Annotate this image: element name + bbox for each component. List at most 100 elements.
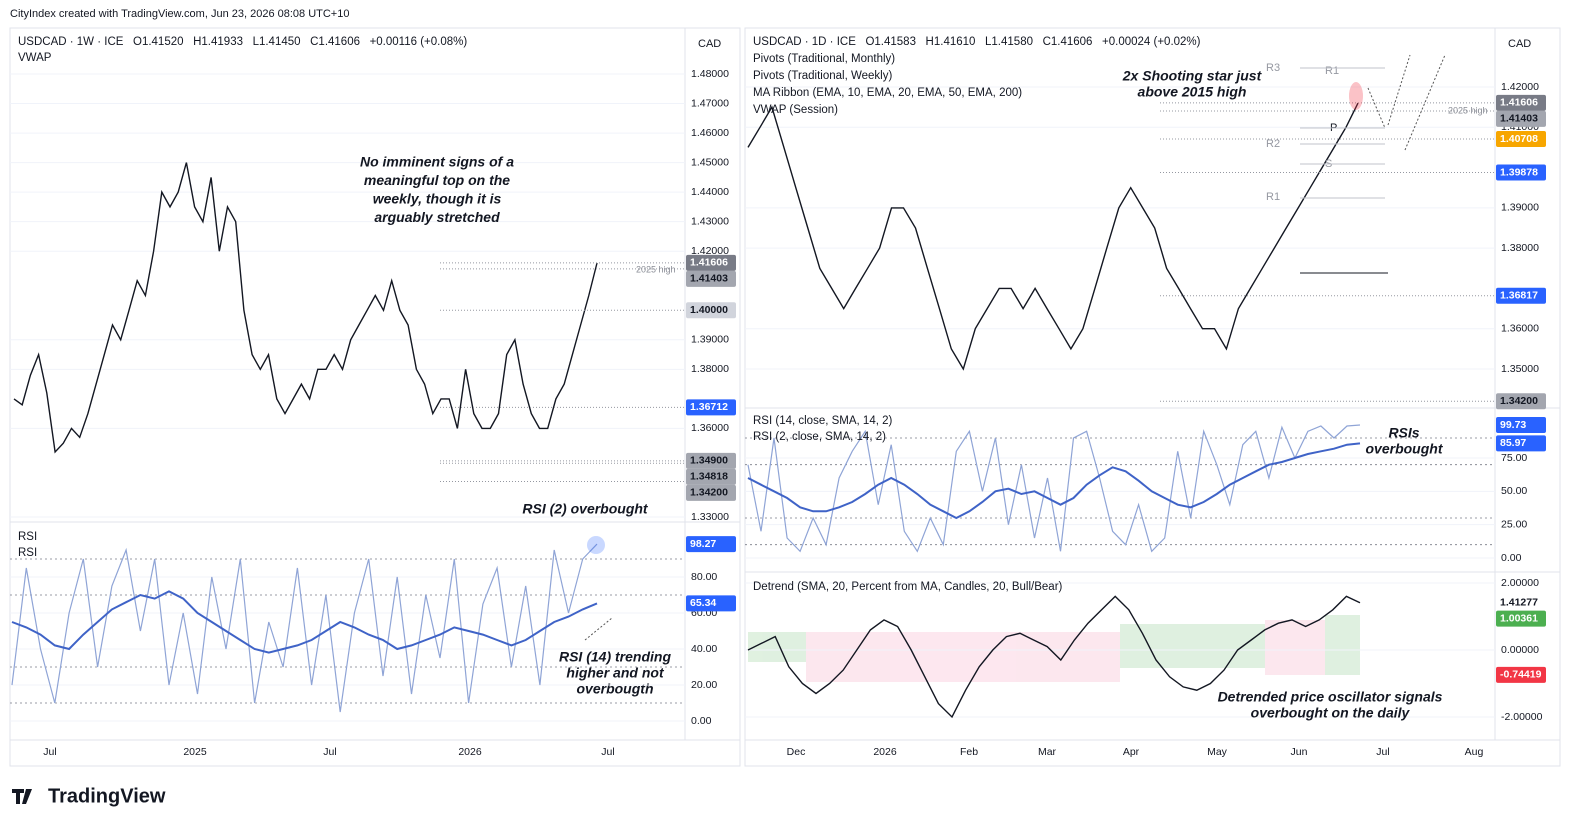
x-tick-label: Jul xyxy=(1376,746,1389,758)
y-tick-label: 1.33000 xyxy=(691,511,729,523)
price-label-box xyxy=(686,468,736,485)
price-label: 1.36712 xyxy=(690,401,728,413)
y-tick-label: 50.00 xyxy=(1501,485,1527,497)
zone xyxy=(1325,615,1360,675)
price-label: 98.27 xyxy=(690,538,716,550)
price-label-box xyxy=(686,302,736,319)
price-label: 1.41606 xyxy=(690,257,728,269)
y-tick-label: 1.36000 xyxy=(1501,322,1539,334)
pivot-label: R3 xyxy=(1266,62,1280,74)
annotation: Detrended price oscillator signals xyxy=(1218,689,1443,705)
x-tick-label: Feb xyxy=(960,746,978,758)
y-tick-label: 1.38000 xyxy=(691,363,729,375)
price-label: 85.97 xyxy=(1500,437,1526,449)
x-tick-label: Aug xyxy=(1465,746,1484,758)
price-label-box xyxy=(1496,287,1546,304)
price-label-box xyxy=(686,595,736,612)
price-label-box xyxy=(686,536,736,553)
y-tick-label: 0.00 xyxy=(1501,552,1522,564)
y-tick-label: 1.35000 xyxy=(1501,363,1539,375)
x-tick-label: Dec xyxy=(787,746,806,758)
rsi2-line xyxy=(11,543,598,713)
legend: Pivots (Traditional, Monthly) xyxy=(753,53,895,65)
y-tick-label: 1.42000 xyxy=(691,245,729,257)
y-tick-label: 25.00 xyxy=(1501,518,1527,530)
pivot-label: R1 xyxy=(1325,65,1339,77)
price-line xyxy=(13,162,598,454)
currency: CAD xyxy=(698,38,721,50)
highlight xyxy=(1349,82,1363,110)
arrow xyxy=(1367,54,1446,151)
price-label: 1.39878 xyxy=(1500,166,1538,178)
x-tick-label: Mar xyxy=(1038,746,1057,758)
annotation: RSI (14) trending xyxy=(559,649,671,665)
legend: RSI (2, close, SMA, 14, 2) xyxy=(753,431,886,443)
rsi14-line xyxy=(747,442,1361,520)
legend: USDCAD · 1D · ICE O1.41583 H1.41610 L1.4… xyxy=(753,36,1201,48)
annotation: higher and not xyxy=(566,665,665,681)
credit: CityIndex created with TradingView.com, … xyxy=(10,8,349,20)
y-tick-label: 1.47000 xyxy=(691,97,729,109)
detrend-line xyxy=(747,595,1361,719)
y-tick-label: -2.00000 xyxy=(1501,711,1543,723)
annotation: overbought xyxy=(1366,441,1444,457)
legend: MA Ribbon (EMA, 10, EMA, 20, EMA, 50, EM… xyxy=(753,87,1022,99)
x-tick-label: 2025 xyxy=(183,746,207,758)
pivot-label: R1 xyxy=(1266,191,1280,203)
price-label: 1.41403 xyxy=(690,273,728,285)
left-panel xyxy=(9,27,741,767)
y-tick-label: 1.39000 xyxy=(1501,202,1539,214)
zone xyxy=(806,632,1120,682)
price-label-box xyxy=(686,270,736,287)
x-tick-label: Jul xyxy=(43,746,56,758)
y-tick-label: 0.00 xyxy=(691,715,712,727)
legend: RSI xyxy=(18,531,37,543)
annotation: overbougth xyxy=(577,681,654,697)
brand: TradingView xyxy=(48,785,166,807)
legend: VWAP (Session) xyxy=(753,104,838,116)
annotation: RSI (2) overbought xyxy=(522,501,649,517)
price-label: -0.74419 xyxy=(1500,669,1542,681)
y-tick-label: 80.00 xyxy=(691,571,717,583)
legend: Detrend (SMA, 20, Percent from MA, Candl… xyxy=(753,581,1063,593)
price-label: 99.73 xyxy=(1500,419,1526,431)
y-tick-label: 0.00000 xyxy=(1501,644,1539,656)
price-label-box xyxy=(1496,393,1546,410)
arrow xyxy=(584,617,613,641)
y-tick-label: 1.41000 xyxy=(1501,121,1539,133)
price-label: 1.41403 xyxy=(1500,113,1538,125)
pivot-label: R2 xyxy=(1266,138,1280,150)
price-label-box xyxy=(1496,610,1546,627)
y-tick-label: 1.46000 xyxy=(691,127,729,139)
rsi2-line xyxy=(747,424,1361,553)
y-tick-label: 1.44000 xyxy=(691,186,729,198)
tv-logo xyxy=(12,789,32,804)
x-tick-label: Apr xyxy=(1123,746,1140,758)
x-tick-label: Jun xyxy=(1291,746,1308,758)
price-label: 1.41606 xyxy=(1500,97,1538,109)
legend: VWAP xyxy=(18,52,52,64)
y-tick-label: 1.36000 xyxy=(691,422,729,434)
y-tick-label: 1.45000 xyxy=(691,156,729,168)
annotation: overbought on the daily xyxy=(1251,705,1411,721)
rsi14-line xyxy=(11,590,598,654)
price-label: 1.40708 xyxy=(1500,133,1538,145)
y-tick-label: 1.43000 xyxy=(691,215,729,227)
price-label-box xyxy=(1496,110,1546,127)
y-tick-label: 40.00 xyxy=(691,643,717,655)
annotation: arguably stretched xyxy=(374,209,500,225)
price-label-box xyxy=(1496,94,1546,111)
legend: RSI xyxy=(18,547,37,559)
price-label-box xyxy=(1496,164,1546,181)
price-label: 1.41277 xyxy=(1500,596,1538,608)
x-tick-label: May xyxy=(1207,746,1228,758)
x-tick-label: 2026 xyxy=(873,746,897,758)
zone xyxy=(1120,624,1265,668)
price-label-box xyxy=(1496,417,1546,434)
currency: CAD xyxy=(1508,38,1531,50)
annotation: weekly, though it is xyxy=(373,191,502,207)
annotation: meaningful top on the xyxy=(364,172,510,188)
price-label: 1.00361 xyxy=(1500,612,1538,624)
price-label-box xyxy=(1496,131,1546,148)
annotation: 2x Shooting star just xyxy=(1122,68,1263,84)
